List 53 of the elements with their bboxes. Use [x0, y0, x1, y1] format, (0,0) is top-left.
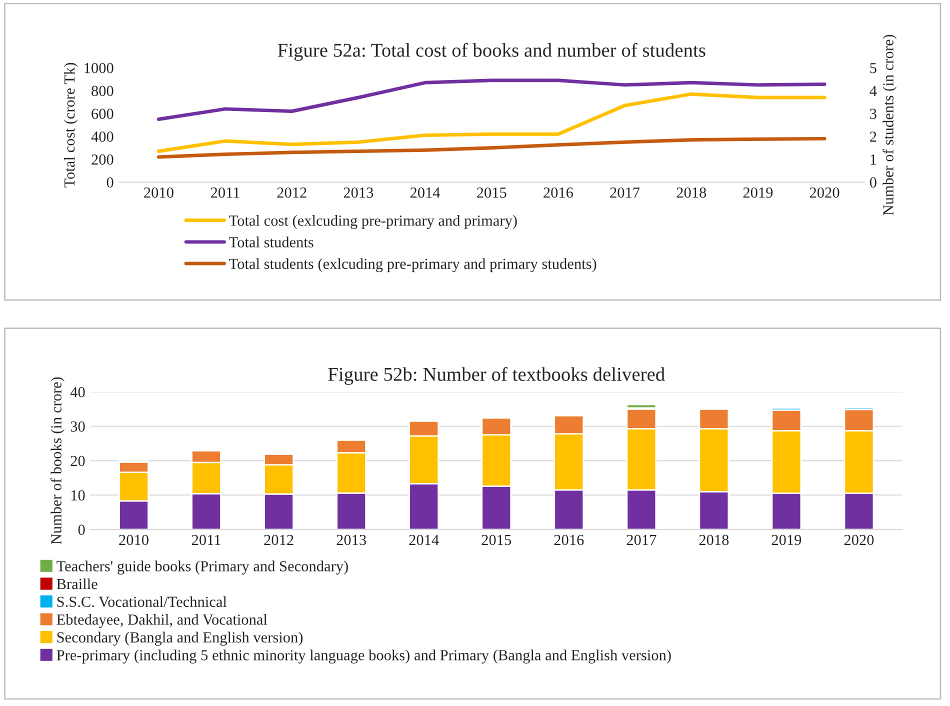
x-tick-label: 2015	[482, 534, 512, 546]
x-tick-label: 2017	[610, 187, 640, 198]
legend-label: Total cost (exlcuding pre-primary and primary)	[229, 215, 517, 229]
chart-title: Figure 52b: Number of textbooks delivered	[328, 367, 665, 385]
legend-label: Braille	[56, 578, 98, 590]
y-tick-label: 0	[78, 524, 85, 535]
x-tick-label: 2018	[676, 187, 706, 198]
x-tick-label: 2011	[210, 187, 240, 198]
y-tick-label: 600	[92, 108, 114, 119]
y2-tick-label: 5	[870, 63, 876, 74]
x-tick-label: 2016	[554, 534, 584, 546]
x-tick-label: 2011	[192, 534, 220, 546]
y2-tick-label: 4	[870, 86, 877, 96]
legend-label: Ebtedayee, Dakhil, and Vocational	[56, 614, 268, 628]
y2-tick-label: 3	[870, 108, 876, 119]
x-tick-label: 2019	[743, 187, 773, 198]
y2-tick-label: 1	[870, 154, 876, 165]
x-tick-label: 2012	[277, 187, 306, 198]
legend-label: S.S.C. Vocational/Technical	[57, 596, 227, 608]
x-tick-label: 2019	[772, 534, 802, 546]
x-tick-label: 2018	[699, 534, 729, 546]
x-tick-label: 2013	[336, 534, 366, 546]
x-tick-label: 2014	[410, 187, 440, 198]
y2-tick-label: 2	[870, 132, 876, 142]
y-axis-title: Number of books (in crore)	[50, 377, 65, 544]
y-tick-label: 20	[70, 456, 85, 466]
x-tick-label: 2020	[810, 187, 840, 198]
legend-label: Pre-primary (including 5 ethnic minority language books) and Primary (Bangla and English version)	[56, 650, 671, 664]
x-tick-label: 2012	[264, 534, 294, 546]
y2-axis-title: Number of students (in crore)	[882, 34, 897, 216]
legend-label: Teachers' guide books (Primary and Secondary)	[56, 560, 348, 575]
legend-label: Secondary (Bangla and English version)	[57, 632, 303, 646]
legend-label: Total students	[229, 236, 314, 248]
x-tick-label: 2020	[844, 534, 874, 546]
chart-title: Figure 52a: Total cost of books and number of students	[278, 42, 706, 61]
x-tick-label: 2016	[544, 187, 574, 198]
y-tick-label: 400	[91, 132, 114, 142]
x-tick-label: 2010	[144, 187, 174, 198]
x-tick-label: 2015	[477, 187, 506, 198]
y2-tick-label: 0	[870, 177, 876, 188]
y-tick-label: 800	[92, 86, 114, 96]
legend-label: Total students (exlcuding pre-primary and primary students)	[229, 258, 596, 272]
y-tick-label: 10	[71, 490, 85, 501]
x-tick-label: 2013	[344, 187, 374, 198]
x-tick-label: 2010	[119, 534, 148, 546]
y-tick-label: 200	[92, 154, 114, 165]
y-axis-title: Total cost (crore Tk)	[64, 62, 78, 188]
x-tick-label: 2014	[409, 534, 439, 546]
x-tick-label: 2017	[626, 534, 656, 546]
y-tick-label: 40	[70, 386, 85, 398]
y-tick-label: 1000	[84, 62, 114, 74]
y-tick-label: 30	[70, 421, 85, 432]
y-tick-label: 0	[106, 177, 114, 188]
